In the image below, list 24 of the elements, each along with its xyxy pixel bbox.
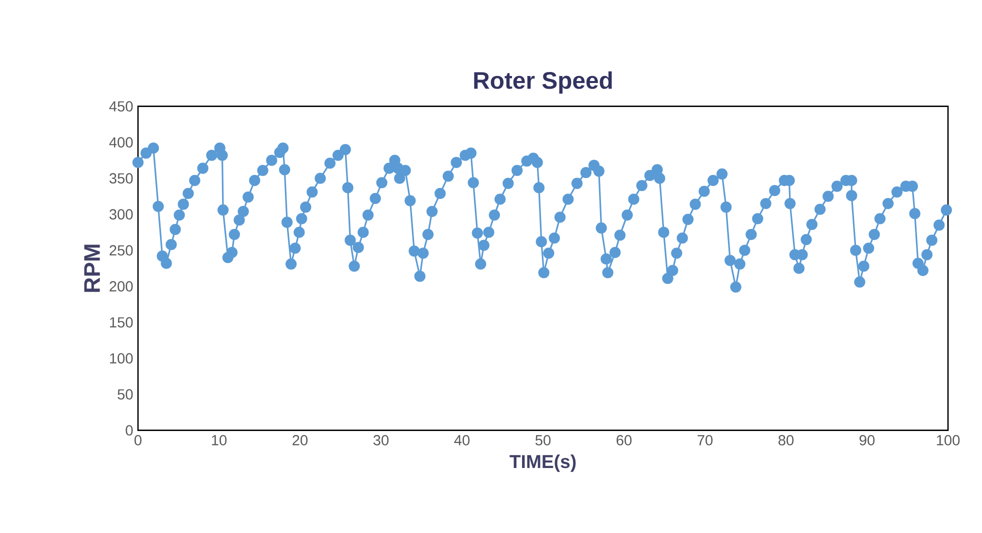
x-tick-label: 20 (292, 435, 308, 446)
x-tick-label: 60 (616, 435, 632, 446)
x-tick-label: 70 (698, 435, 713, 446)
y-tick-label: 150 (110, 317, 133, 328)
y-tick-label: 300 (109, 209, 133, 220)
x-axis-title: TIME(s) (510, 454, 576, 472)
x-tick-label: 100 (936, 435, 960, 446)
y-axis-title: RPM (84, 244, 100, 292)
x-tick-label: 30 (373, 435, 389, 446)
chart-title: Roter Speed (474, 71, 612, 94)
x-tick-label: 80 (778, 435, 794, 446)
y-tick-label: 200 (110, 281, 133, 292)
y-tick-label: 400 (109, 137, 133, 148)
x-tick-label: 90 (860, 435, 875, 446)
x-tick-label: 50 (535, 435, 551, 446)
x-tick-label: 10 (212, 435, 227, 446)
y-tick-label: 350 (109, 173, 133, 184)
y-tick-label: 100 (110, 353, 133, 364)
y-tick-label: 50 (118, 389, 133, 400)
y-tick-label: 250 (110, 245, 133, 256)
y-tick-label: 0 (126, 425, 133, 436)
y-tick-label: 450 (109, 101, 133, 112)
x-tick-label: 0 (134, 435, 142, 446)
x-tick-label: 40 (454, 435, 470, 446)
